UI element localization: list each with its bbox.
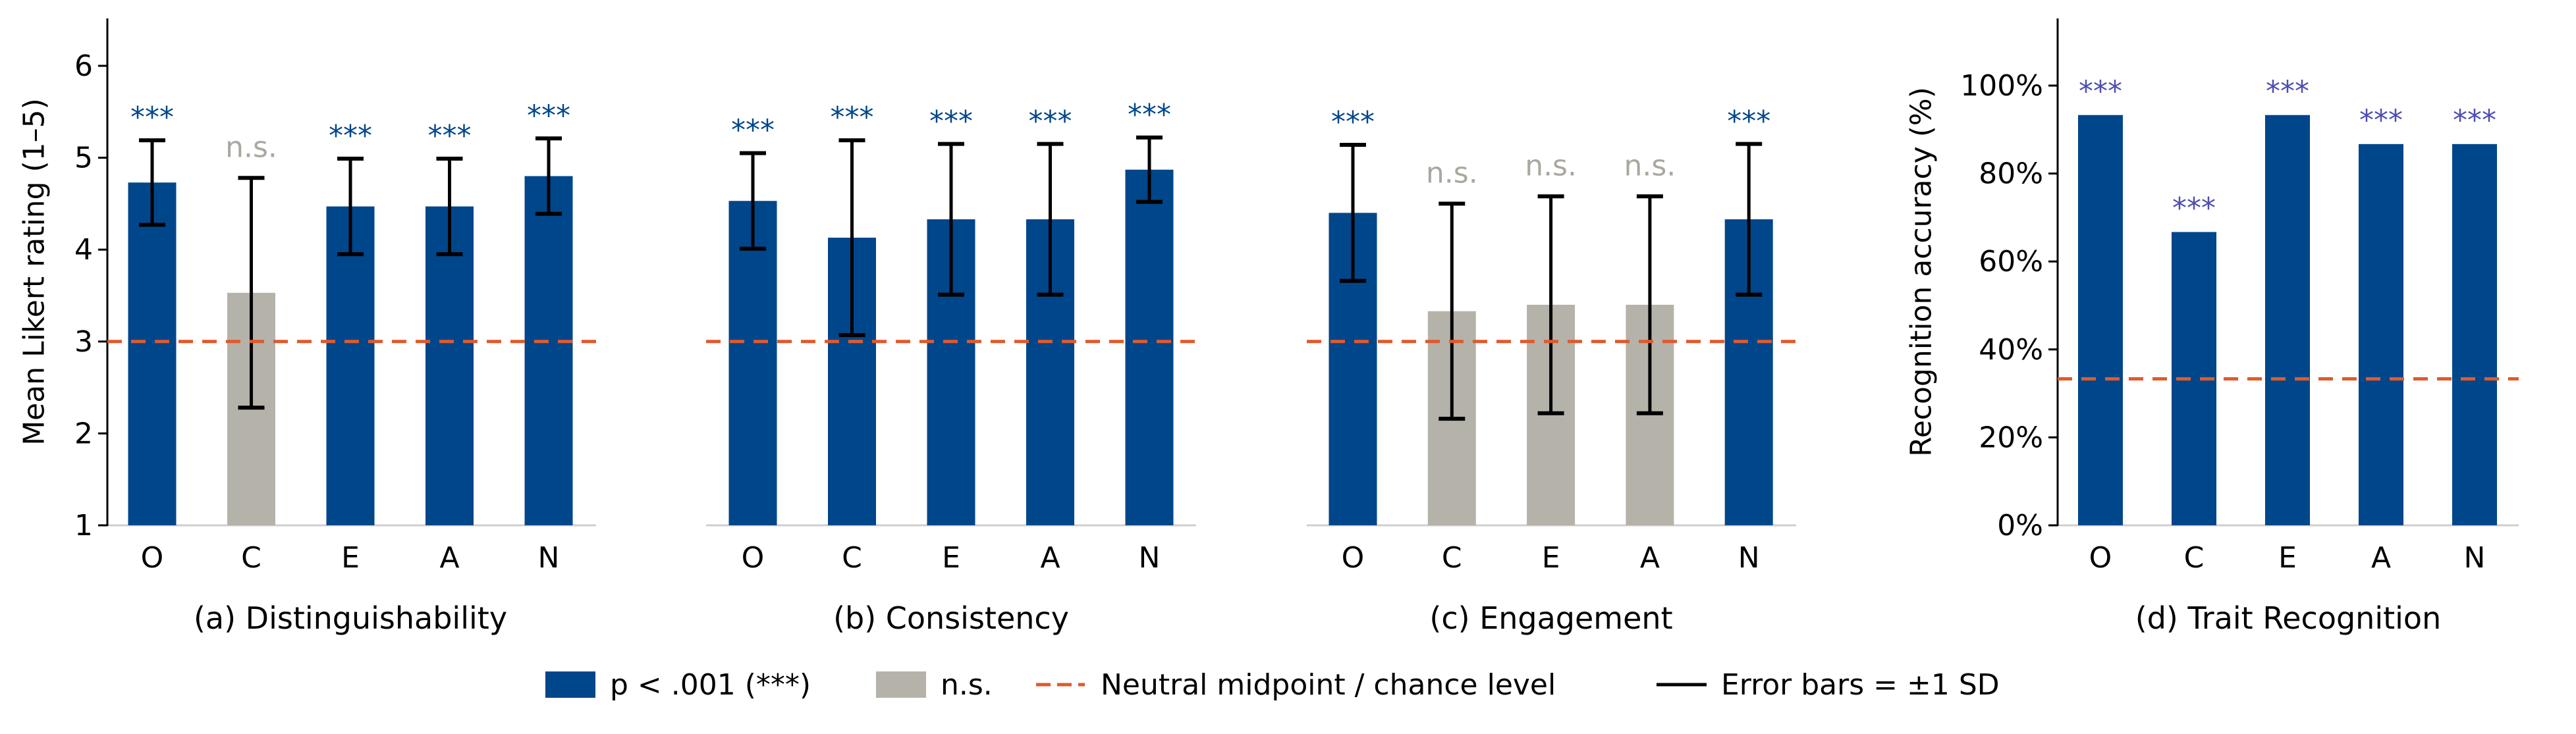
legend: p < .001 (***) n.s. Neutral midpoint / cha…	[545, 668, 2000, 702]
panel-b: *** O *** C *** E *** A *** N (b) Consistency	[706, 98, 1196, 636]
y-tick-label: 60%	[1979, 245, 2043, 278]
x-tick-label: O	[2089, 541, 2112, 575]
legend-swatch	[876, 671, 926, 698]
bar-A	[2359, 144, 2403, 525]
significance-label: ***	[2453, 103, 2496, 137]
bar-N	[1125, 169, 1174, 525]
significance-label: n.s.	[225, 130, 277, 164]
panel-title: (b) Consistency	[833, 600, 1069, 636]
bar-E	[2265, 115, 2310, 526]
y-tick-label: 100%	[1960, 69, 2043, 103]
significance-label: ***	[2359, 103, 2403, 137]
x-tick-label: C	[842, 541, 862, 575]
panel-title: (a) Distinguishability	[194, 600, 507, 636]
significance-label: n.s.	[1426, 157, 1478, 190]
legend-label: Neutral midpoint / chance level	[1101, 668, 1556, 702]
x-tick-label: N	[1738, 541, 1760, 575]
x-tick-label: E	[1542, 541, 1560, 575]
bar-O	[728, 201, 777, 525]
x-tick-label: A	[439, 541, 459, 575]
x-tick-label: E	[942, 541, 960, 575]
significance-label: ***	[2172, 192, 2216, 225]
significance-label: ***	[2079, 74, 2122, 108]
legend-label: Error bars = ±1 SD	[1721, 668, 2000, 702]
y-tick-label: 5	[74, 142, 93, 175]
significance-label: ***	[929, 105, 973, 138]
y-tick-label: 4	[74, 233, 93, 267]
legend-label: n.s.	[941, 668, 993, 702]
significance-label: ***	[1331, 105, 1375, 139]
bar-N	[524, 176, 573, 525]
significance-label: n.s.	[1525, 149, 1577, 182]
x-tick-label: N	[538, 541, 560, 575]
y-tick-label: 6	[74, 49, 93, 83]
significance-label: ***	[831, 101, 874, 134]
y-tick-label: 1	[74, 509, 93, 542]
x-tick-label: C	[241, 541, 261, 575]
bar-O	[128, 182, 177, 525]
panel-d: 0% 20% 40% 60% 80% 100% Recognition accuracy (…	[1905, 18, 2519, 636]
y-tick-label: 20%	[1979, 421, 2043, 454]
x-tick-label: C	[1442, 541, 1462, 575]
x-tick-label: N	[2464, 541, 2486, 575]
significance-label: n.s.	[1624, 149, 1676, 182]
panel-a: 1 2 3 4 5 6 Mean Likert rating (1–5) *** On.s. C *…	[18, 18, 596, 636]
bar-A	[425, 206, 474, 525]
y-axis-label: Recognition accuracy (%)	[1905, 87, 1938, 457]
panel-title: (d) Trait Recognition	[2135, 600, 2441, 636]
y-axis-label: Mean Likert rating (1–5)	[18, 98, 51, 446]
significance-label: ***	[1727, 105, 1770, 138]
bar-E	[326, 206, 375, 525]
significance-label: ***	[1128, 98, 1171, 132]
significance-label: ***	[130, 101, 174, 134]
y-tick-label: 2	[74, 417, 93, 450]
x-tick-label: E	[2278, 541, 2297, 575]
legend-swatch	[545, 671, 595, 698]
y-tick-label: 0%	[1997, 509, 2043, 542]
x-tick-label: A	[1040, 541, 1060, 575]
significance-label: ***	[1029, 105, 1072, 138]
panel-title: (c) Engagement	[1429, 600, 1672, 636]
x-tick-label: O	[742, 541, 765, 575]
significance-label: ***	[2266, 74, 2309, 108]
significance-label: ***	[428, 119, 472, 153]
y-tick-label: 3	[74, 325, 93, 359]
bar-O	[2078, 115, 2123, 526]
x-tick-label: A	[2371, 541, 2391, 575]
y-tick-label: 80%	[1979, 157, 2043, 191]
panel-c: *** On.s. Cn.s. En.s. A *** N (c) Engagement	[1307, 105, 1796, 636]
bar-N	[2452, 144, 2497, 525]
significance-label: ***	[527, 99, 570, 132]
x-tick-label: O	[141, 541, 164, 575]
legend-label: p < .001 (***)	[610, 668, 811, 702]
x-tick-label: C	[2184, 541, 2205, 575]
y-tick-label: 40%	[1979, 333, 2043, 367]
x-tick-label: E	[341, 541, 360, 575]
x-tick-label: A	[1640, 541, 1660, 575]
x-tick-label: N	[1139, 541, 1161, 575]
significance-label: ***	[731, 114, 775, 147]
significance-label: ***	[329, 119, 372, 153]
x-tick-label: O	[1342, 541, 1365, 575]
